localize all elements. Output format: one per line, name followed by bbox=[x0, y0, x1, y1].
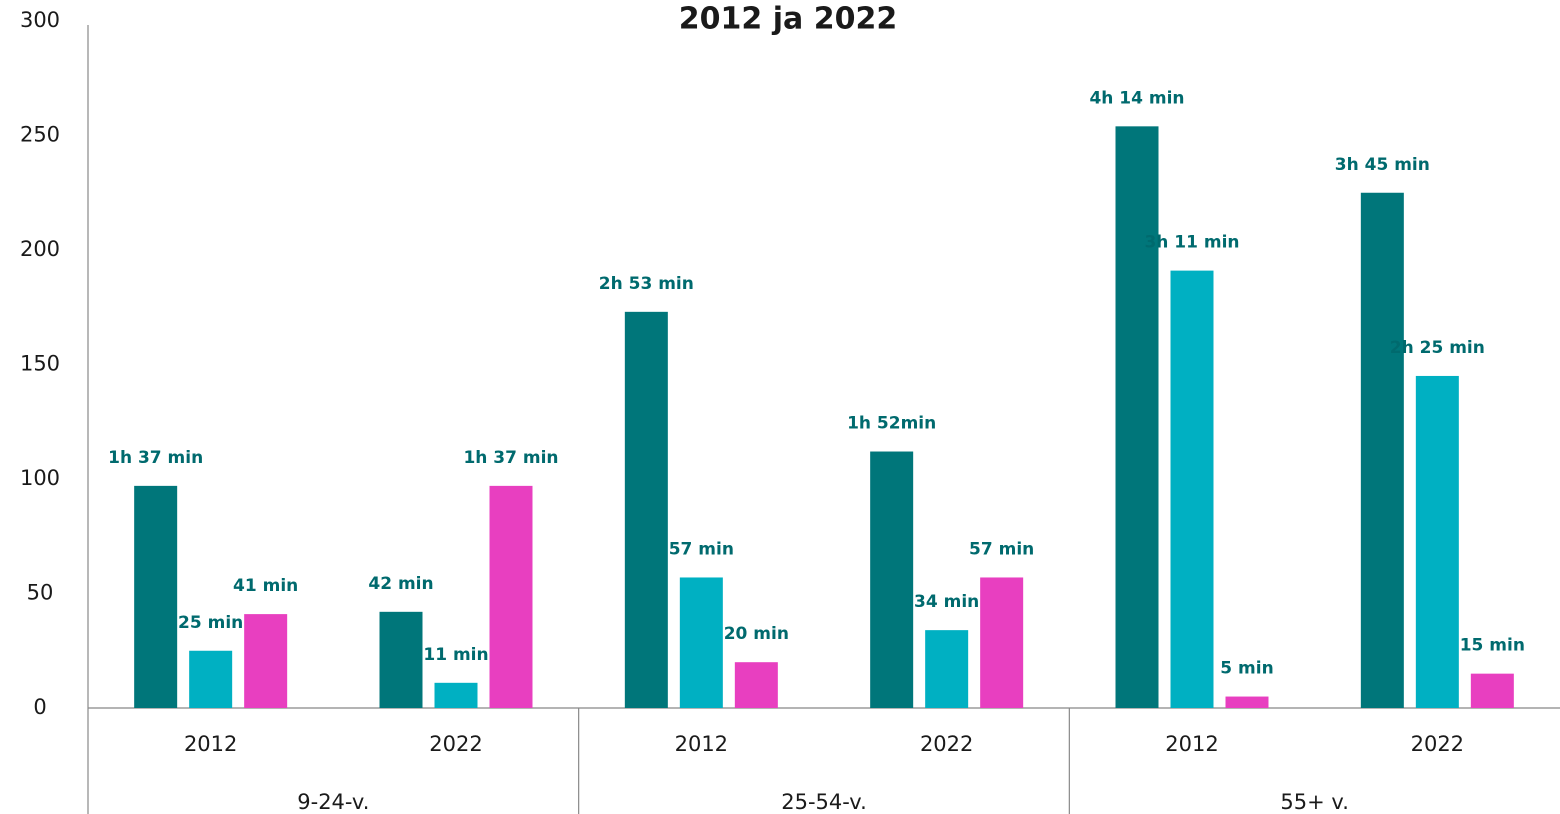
bar bbox=[1115, 126, 1159, 709]
x-tick-label: 2022 bbox=[920, 732, 973, 756]
value-label: 2h 25 min bbox=[1390, 338, 1485, 358]
chart-title: 2012 ja 2022 bbox=[679, 2, 897, 37]
value-label: 1h 52min bbox=[847, 414, 936, 434]
bar bbox=[925, 630, 969, 708]
bar bbox=[1360, 192, 1404, 708]
x-tick-label: 2012 bbox=[184, 732, 237, 756]
value-label: 34 min bbox=[914, 592, 979, 612]
value-label: 42 min bbox=[368, 574, 433, 594]
value-label: 1h 37 min bbox=[108, 448, 203, 468]
bar bbox=[624, 311, 668, 708]
value-label: 4h 14 min bbox=[1089, 88, 1184, 108]
value-label: 57 min bbox=[669, 539, 734, 559]
x-tick-label: 2022 bbox=[429, 732, 482, 756]
value-label: 57 min bbox=[969, 539, 1034, 559]
value-label: 25 min bbox=[178, 613, 243, 633]
bar bbox=[870, 451, 914, 708]
value-label: 41 min bbox=[233, 576, 298, 596]
bar bbox=[1170, 270, 1214, 708]
y-tick-label: 250 bbox=[20, 123, 60, 147]
group-label: 25-54-v. bbox=[781, 790, 867, 814]
bar bbox=[1415, 375, 1459, 708]
value-label: 3h 45 min bbox=[1335, 155, 1430, 175]
bar bbox=[489, 485, 533, 708]
y-tick-label: 100 bbox=[20, 466, 60, 490]
value-label: 5 min bbox=[1220, 659, 1273, 679]
x-tick-label: 2022 bbox=[1411, 732, 1464, 756]
value-label: 11 min bbox=[423, 645, 488, 665]
bar bbox=[189, 650, 233, 708]
group-label: 55+ v. bbox=[1280, 790, 1348, 814]
value-label: 2h 53 min bbox=[599, 274, 694, 294]
y-tick-label: 150 bbox=[20, 352, 60, 376]
bar bbox=[434, 682, 478, 708]
bar bbox=[379, 611, 423, 708]
bar bbox=[1225, 696, 1269, 708]
bar bbox=[980, 577, 1024, 708]
bar bbox=[734, 662, 778, 708]
y-tick-label: 300 bbox=[20, 8, 60, 32]
value-label: 3h 11 min bbox=[1144, 233, 1239, 253]
bar bbox=[244, 614, 288, 708]
group-label: 9-24-v. bbox=[297, 790, 369, 814]
bar bbox=[1470, 673, 1514, 708]
x-tick-label: 2012 bbox=[1165, 732, 1218, 756]
value-label: 15 min bbox=[1460, 636, 1525, 656]
value-label: 20 min bbox=[724, 624, 789, 644]
x-tick-label: 2012 bbox=[675, 732, 728, 756]
value-label: 1h 37 min bbox=[463, 448, 558, 468]
y-tick-label: 50 bbox=[27, 581, 54, 605]
bar bbox=[679, 577, 723, 708]
y-tick-label: 0 bbox=[33, 695, 46, 719]
bar bbox=[134, 485, 178, 708]
y-tick-label: 200 bbox=[20, 237, 60, 261]
